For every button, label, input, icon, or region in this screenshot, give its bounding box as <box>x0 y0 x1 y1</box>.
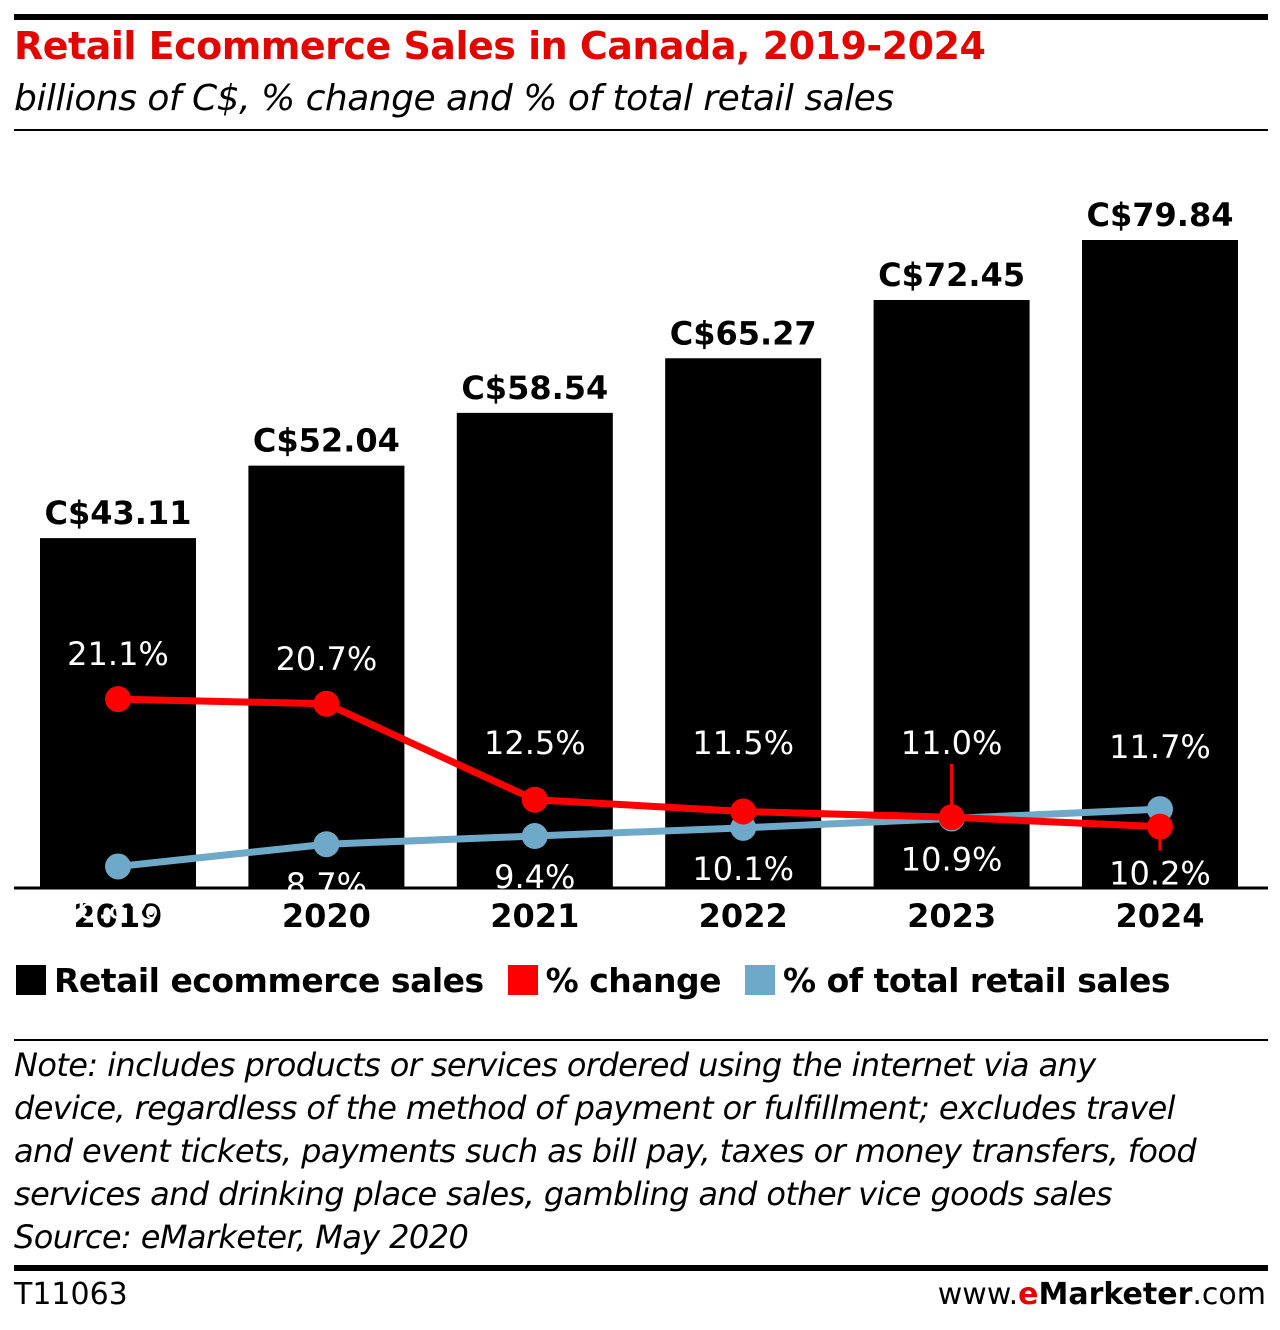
legend-item-sales: Retail ecommerce sales <box>16 961 484 1000</box>
legend-item-share: % of total retail sales <box>745 961 1170 1000</box>
legend-swatch-share <box>745 965 776 995</box>
bars-layer <box>40 240 1238 888</box>
chart-id: T11063 <box>14 1277 128 1312</box>
chart-subtitle: billions of C$, % change and % of total … <box>14 78 894 119</box>
bar-value-label: C$65.27 <box>670 314 817 352</box>
note-line: services and drinking place sales, gambl… <box>14 1175 1113 1213</box>
bar-2024 <box>1082 240 1238 888</box>
top-rule <box>14 14 1268 20</box>
share-value-label: 8.7% <box>286 866 367 904</box>
legend: Retail ecommerce sales % change % of tot… <box>16 958 1194 1002</box>
legend-item-change: % change <box>507 960 722 1000</box>
chart-area: C$43.11 2019 C$52.04 2020 C$58.54 2021 C$65.27… <box>14 196 1268 935</box>
note-text: Note: includes products or services orde… <box>14 1044 1274 1259</box>
note-line: Note: includes products or services orde… <box>14 1046 1096 1084</box>
legend-swatch-sales <box>16 965 46 995</box>
share-point <box>105 853 131 880</box>
lines-layer <box>105 686 1173 880</box>
brand-prefix: www. <box>937 1277 1019 1312</box>
change-value-label: 11.5% <box>692 724 794 762</box>
bar-value-label: C$52.04 <box>253 422 400 460</box>
change-line <box>117 695 1161 831</box>
legend-label-change: % change <box>545 960 722 1000</box>
change-point <box>521 786 548 813</box>
bar-value-label: C$43.11 <box>45 494 192 532</box>
bar-2020 <box>248 465 405 888</box>
brand-url: www.eMarketer.com <box>938 1277 1266 1312</box>
x-tick-label: 2019 <box>73 897 162 935</box>
x-tick-label: 2023 <box>907 897 996 935</box>
legend-swatch-change <box>507 965 538 995</box>
chart-title: Retail Ecommerce Sales in Canada, 2019-2… <box>14 24 986 68</box>
change-point <box>1147 813 1173 840</box>
x-tick-label: 2021 <box>490 897 579 935</box>
labels-layer: C$43.11 2019 C$52.04 2020 C$58.54 2021 C$65.27… <box>45 196 1234 935</box>
change-value-label: 20.7% <box>276 640 378 678</box>
change-point <box>313 690 340 717</box>
change-value-label: 12.5% <box>484 724 586 762</box>
bar-2021 <box>456 412 613 888</box>
share-point <box>313 831 340 858</box>
x-tick-label: 2022 <box>699 897 788 935</box>
change-value-label: 10.2% <box>1109 855 1211 893</box>
note-line: device, regardless of the method of paym… <box>14 1089 1176 1127</box>
legend-label-sales: Retail ecommerce sales <box>54 960 484 1000</box>
change-point <box>730 798 757 825</box>
bar-2019 <box>40 538 196 888</box>
bar-value-label: C$58.54 <box>461 369 608 407</box>
x-tick-label: 2024 <box>1115 897 1204 935</box>
share-value-label: 10.9% <box>901 840 1003 878</box>
change-point <box>105 686 131 713</box>
note-line: and event tickets, payments such as bill… <box>14 1132 1197 1170</box>
share-point <box>521 823 548 850</box>
legend-label-share: % of total retail sales <box>783 960 1170 1000</box>
footer-rule-bottom <box>14 1265 1268 1271</box>
header-rule <box>14 129 1268 131</box>
brand-name: Marketer <box>1038 1277 1193 1312</box>
change-value-label: 11.0% <box>901 724 1003 762</box>
change-point <box>938 804 965 831</box>
x-tick-label: 2020 <box>282 897 371 935</box>
brand-e: e <box>1018 1277 1039 1312</box>
share-value-label: 10.1% <box>692 850 794 888</box>
change-value-label: 21.1% <box>67 635 169 673</box>
share-value-label: 9.4% <box>494 858 575 896</box>
bar-value-label: C$79.84 <box>1087 196 1234 234</box>
bar-value-label: C$72.45 <box>878 256 1025 294</box>
brand-suffix: .com <box>1192 1277 1266 1312</box>
footer-rule-top <box>14 1039 1268 1041</box>
source-line: Source: eMarketer, May 2020 <box>14 1218 469 1256</box>
share-value-label: 11.7% <box>1109 728 1211 766</box>
share-value-label: 6.8% <box>77 888 158 926</box>
